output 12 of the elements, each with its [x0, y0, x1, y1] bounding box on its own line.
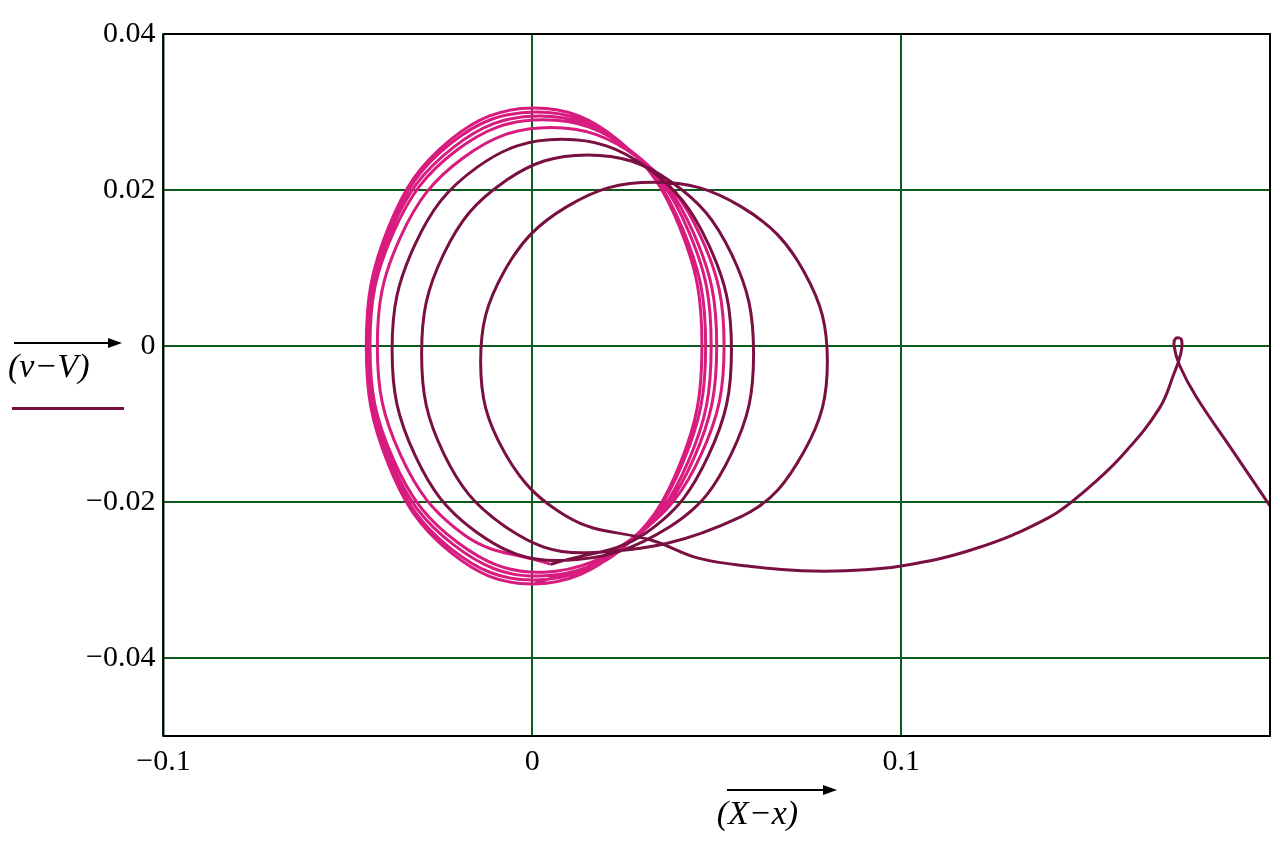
x-tick-label: 0.1: [882, 742, 920, 776]
x-axis-title: (X−x): [716, 794, 799, 832]
y-tick-label: 0.02: [102, 170, 156, 204]
y-axis-title: (v−V): [8, 347, 90, 385]
y-tick-label: −0.04: [86, 638, 156, 672]
y-tick-label: −0.02: [86, 482, 156, 516]
x-tick-label: 0: [524, 742, 540, 776]
x-tick-label: −0.1: [136, 742, 191, 776]
y-tick-label: 0: [140, 326, 156, 360]
line-series: [364, 106, 726, 586]
line-series: [390, 137, 1270, 573]
y-tick-label: 0.04: [102, 14, 156, 48]
